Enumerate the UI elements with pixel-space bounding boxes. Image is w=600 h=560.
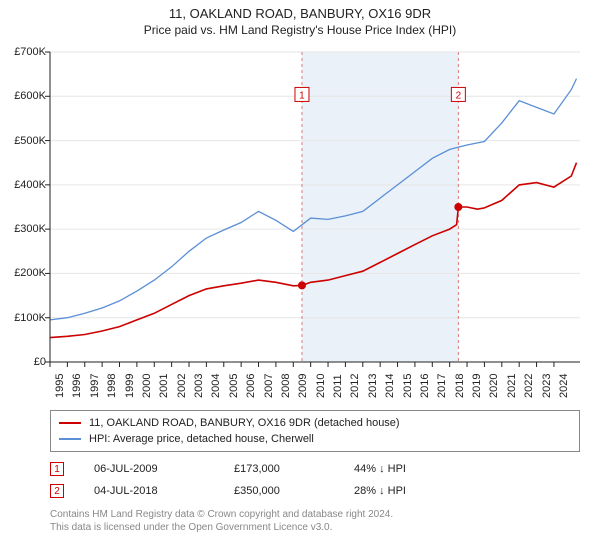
legend-swatch	[59, 422, 81, 424]
x-tick-label: 1995	[54, 374, 66, 398]
legend-item: 11, OAKLAND ROAD, BANBURY, OX16 9DR (det…	[59, 415, 571, 431]
x-tick-label: 2020	[488, 374, 500, 398]
x-tick-label: 2021	[506, 374, 518, 398]
legend-item: HPI: Average price, detached house, Cher…	[59, 431, 571, 447]
legend-label: HPI: Average price, detached house, Cher…	[89, 433, 314, 445]
y-tick-label: £200K	[0, 267, 46, 279]
x-tick-label: 1996	[71, 374, 83, 398]
x-tick-label: 2001	[158, 374, 170, 398]
x-tick-label: 1999	[124, 374, 136, 398]
x-tick-label: 2007	[263, 374, 275, 398]
legend-label: 11, OAKLAND ROAD, BANBURY, OX16 9DR (det…	[89, 417, 400, 429]
sale-delta: 44% ↓ HPI	[354, 463, 406, 475]
sale-marker-id: 2	[54, 486, 60, 497]
sale-row: 1 06-JUL-2009 £173,000 44% ↓ HPI	[50, 458, 580, 480]
x-tick-label: 1997	[89, 374, 101, 398]
sale-price: £350,000	[234, 485, 324, 497]
x-tick-label: 2016	[419, 374, 431, 398]
sale-date: 06-JUL-2009	[94, 463, 204, 475]
x-tick-label: 2019	[471, 374, 483, 398]
x-tick-label: 2003	[193, 374, 205, 398]
title-address: 11, OAKLAND ROAD, BANBURY, OX16 9DR	[0, 6, 600, 21]
chart-plot-area: 12	[50, 52, 580, 362]
x-tick-label: 2000	[141, 374, 153, 398]
x-tick-label: 2013	[367, 374, 379, 398]
x-tick-label: 2024	[558, 374, 570, 398]
legend-swatch	[59, 438, 81, 440]
sales-table: 1 06-JUL-2009 £173,000 44% ↓ HPI 2 04-JU…	[50, 458, 580, 502]
x-tick-label: 2011	[332, 374, 344, 398]
x-tick-label: 2022	[523, 374, 535, 398]
y-tick-label: £700K	[0, 46, 46, 58]
x-tick-label: 2017	[436, 374, 448, 398]
title-subtitle: Price paid vs. HM Land Registry's House …	[0, 23, 600, 37]
x-tick-label: 1998	[106, 374, 118, 398]
x-tick-label: 2018	[454, 374, 466, 398]
footnote-line: This data is licensed under the Open Gov…	[50, 521, 580, 534]
legend-box: 11, OAKLAND ROAD, BANBURY, OX16 9DR (det…	[50, 410, 580, 452]
y-tick-label: £300K	[0, 223, 46, 235]
sale-marker-id: 1	[54, 464, 60, 475]
svg-text:1: 1	[299, 90, 305, 101]
y-tick-label: £500K	[0, 135, 46, 147]
x-tick-label: 2002	[176, 374, 188, 398]
sale-date: 04-JUL-2018	[94, 485, 204, 497]
footnote-line: Contains HM Land Registry data © Crown c…	[50, 508, 580, 521]
x-tick-label: 2009	[297, 374, 309, 398]
chart-container: 11, OAKLAND ROAD, BANBURY, OX16 9DR Pric…	[0, 0, 600, 560]
x-tick-label: 2004	[210, 374, 222, 398]
titles: 11, OAKLAND ROAD, BANBURY, OX16 9DR Pric…	[0, 0, 600, 37]
x-tick-label: 2008	[280, 374, 292, 398]
x-tick-label: 2014	[384, 374, 396, 398]
x-tick-label: 2012	[349, 374, 361, 398]
sale-price: £173,000	[234, 463, 324, 475]
y-tick-label: £0	[0, 356, 46, 368]
sale-marker-box: 1	[50, 462, 64, 476]
sale-delta: 28% ↓ HPI	[354, 485, 406, 497]
x-tick-label: 2023	[541, 374, 553, 398]
x-tick-label: 2015	[402, 374, 414, 398]
y-tick-label: £100K	[0, 312, 46, 324]
footnote: Contains HM Land Registry data © Crown c…	[50, 508, 580, 534]
x-tick-label: 2006	[245, 374, 257, 398]
y-tick-label: £600K	[0, 90, 46, 102]
sale-row: 2 04-JUL-2018 £350,000 28% ↓ HPI	[50, 480, 580, 502]
sale-marker-box: 2	[50, 484, 64, 498]
y-tick-label: £400K	[0, 179, 46, 191]
svg-text:2: 2	[456, 90, 462, 101]
x-tick-label: 2005	[228, 374, 240, 398]
chart-svg: 12	[50, 52, 580, 362]
x-tick-label: 2010	[315, 374, 327, 398]
